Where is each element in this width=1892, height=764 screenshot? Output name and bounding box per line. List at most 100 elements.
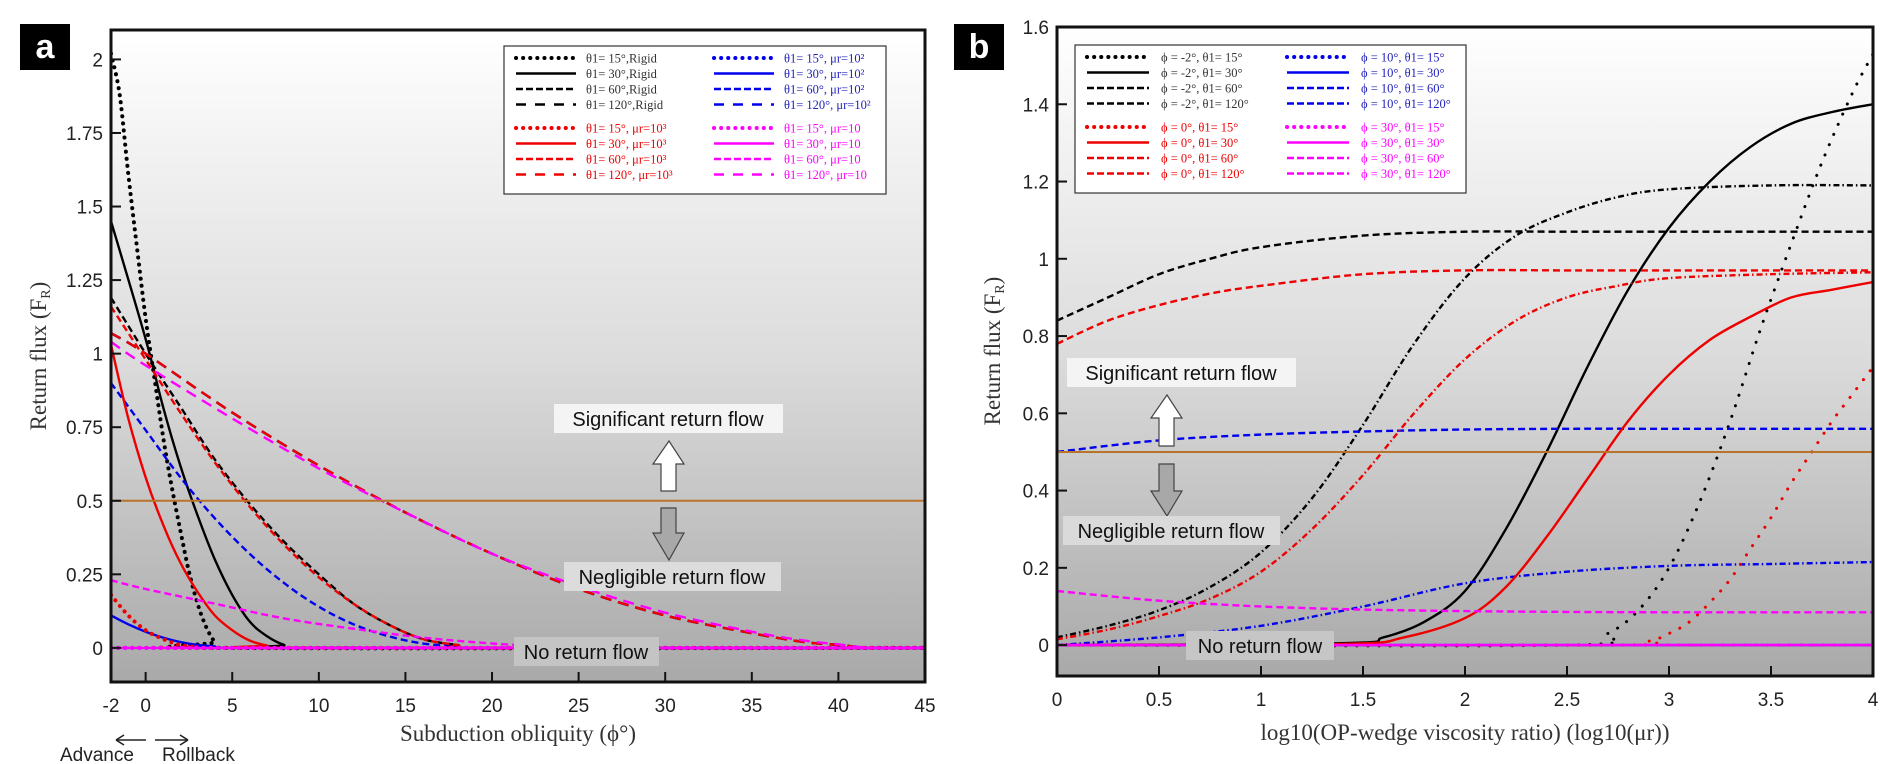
annotation-significant-b: Significant return flow [1085,363,1277,385]
annotation-significant-a: Significant return flow [572,409,764,431]
annotation-bg-negligible-a [564,562,781,591]
legend-label: ϕ = 10°, θ1= 120° [1361,97,1451,111]
x-tick-label: 0.5 [1146,690,1172,711]
legend-label: θ1= 60°, μr=10 [784,153,861,167]
series-line-b-10 [1057,271,1873,641]
annotation-bg-significant-b [1067,358,1296,387]
series-line-b-3 [1057,230,1873,322]
series-line-b-9 [1057,280,1873,647]
legend-label: θ1= 120°,Rigid [586,98,664,112]
arrow-down-icon [1149,463,1184,518]
x-tick-label: 20 [481,696,502,717]
panel-label-box-b [954,24,1004,70]
arrow-up-icon [1149,393,1184,447]
legend-box-a [503,45,887,195]
annotation-bg-none-b [1186,631,1334,660]
y-tick-label: 1.75 [66,124,103,145]
legend-label: θ1= 15°, μr=10³ [586,122,667,136]
y-tick-label: 2 [92,50,103,71]
y-tick-label: 0.75 [66,418,103,439]
y-tick-label: 0.4 [1023,482,1050,503]
legend-label: ϕ = 30°, θ1= 120° [1361,167,1451,181]
legend-label: ϕ = -2°, θ1= 120° [1161,97,1249,111]
series-line-b-2 [1057,183,1873,639]
legend-label: θ1= 30°,Rigid [586,67,658,81]
legend-label: θ1= 120°, μr=10 [784,168,867,182]
legend-label: θ1= 60°, μr=10² [784,83,865,97]
arrow-left-icon [115,734,146,746]
x-tick-label: 45 [914,696,935,717]
y-tick-label: 0 [1038,636,1049,657]
y-axis-title-a: Return flux (FR) [26,282,54,431]
legend-label: θ1= 30°, μr=10 [784,137,861,151]
legend-label: ϕ = -2°, θ1= 60° [1161,82,1242,96]
x-tick-label: -2 [103,696,120,717]
x-tick-label: 25 [568,696,589,717]
x-tick-label: 2.5 [1554,690,1580,711]
y-ticks-a: 0 0.25 0.5 0.75 1 1.25 1.5 1.75 2 [66,50,121,660]
arrow-up-icon [651,439,686,492]
legend-box-b [1074,44,1467,194]
x-tick-label: 1.5 [1350,690,1376,711]
x-tick-label: 3.5 [1758,690,1784,711]
y-tick-label: 0 [92,639,103,660]
x-tick-label: 35 [741,696,762,717]
annotation-negligible-a: Negligible return flow [579,567,766,589]
y-tick-label: 0.6 [1023,404,1049,425]
y-tick-label: 1 [1038,250,1049,271]
x-tick-label: 15 [395,696,416,717]
legend-b: ϕ = -2°, θ1= 15°ϕ = -2°, θ1= 30° ϕ = -2°,… [1074,44,1467,194]
y-tick-label: 1.6 [1023,18,1049,39]
series-line-a-2 [111,297,925,650]
legend-label: θ1= 15°, μr=10 [784,122,861,136]
direction-indicator: Advance Rollback [60,734,235,764]
legend-label: ϕ = 0°, θ1= 15° [1161,121,1238,135]
legend-label: θ1= 120°, μr=10² [784,98,871,112]
legend-label: θ1= 60°, μr=10³ [586,153,667,167]
legend-label: θ1= 60°,Rigid [586,83,658,97]
legend-label: ϕ = 10°, θ1= 15° [1361,51,1445,65]
annotation-none-b: No return flow [1198,636,1323,658]
x-tick-label: 0 [1052,690,1063,711]
legend-label: ϕ = 30°, θ1= 30° [1361,136,1445,150]
series-line-b-1 [1057,103,1873,647]
y-tick-label: 1.4 [1023,95,1050,116]
legend-label: θ1= 15°, μr=10² [784,52,865,66]
y-tick-label: 0.25 [66,565,103,586]
annotation-bg-significant-a [554,404,783,433]
curves-a [111,51,925,651]
series-line-b-7 [1057,427,1873,454]
y-axis-title-b: Return flux (FR) [980,277,1008,426]
x-tick-label: 1 [1256,690,1267,711]
annotation-bg-negligible-b [1063,516,1280,545]
x-tick-label: 30 [655,696,676,717]
x-tick-label: 3 [1664,690,1675,711]
rollback-label: Rollback [162,745,235,764]
legend-label: ϕ = 30°, θ1= 60° [1361,152,1445,166]
y-tick-label: 1.2 [1023,173,1049,194]
legend-label: ϕ = -2°, θ1= 15° [1161,51,1242,65]
advance-label: Advance [60,745,134,764]
panel-label-a: a [36,28,56,66]
curves-b [1057,52,1873,648]
panel-b: 0 0.5 1 1.5 2 2.5 3 3.5 4 0 0.2 0.4 0.6 0.8 1 1.2 1.4 1.… [954,18,1879,745]
x-tick-label: 4 [1868,690,1879,711]
y-tick-label: 0.5 [77,492,103,513]
annotation-none-a: No return flow [524,642,649,664]
x-tick-label: 2 [1460,690,1471,711]
y-tick-label: 1.5 [77,198,103,219]
legend-label: θ1= 30°, μr=10³ [586,137,667,151]
legend-label: ϕ = 10°, θ1= 60° [1361,82,1445,96]
y-ticks-b: 0 0.2 0.4 0.6 0.8 1 1.2 1.4 1.6 [1023,18,1067,657]
legend-label: ϕ = 10°, θ1= 30° [1361,66,1445,80]
series-line-b-11 [1057,268,1873,345]
legend-label: ϕ = 0°, θ1= 120° [1161,167,1245,181]
panel-a: -2 0 5 10 15 20 25 30 35 40 45 0 0.25 0.5 0.75 1 1.25 1.… [20,24,936,764]
x-tick-label: 10 [308,696,329,717]
annotation-negligible-b: Negligible return flow [1078,521,1265,543]
x-ticks-b: 0 0.5 1 1.5 2 2.5 3 3.5 4 [1052,666,1879,711]
legend-label: θ1= 30°, μr=10² [784,67,865,81]
x-tick-label: 40 [828,696,849,717]
